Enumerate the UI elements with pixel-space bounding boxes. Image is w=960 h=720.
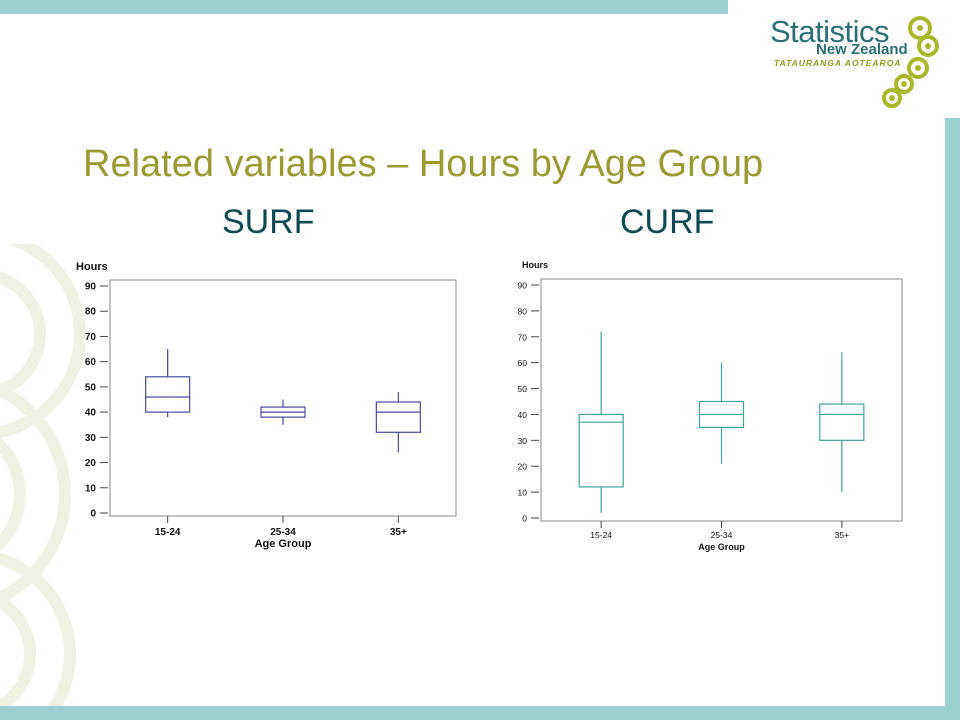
curf-heading: CURF bbox=[620, 203, 715, 241]
y-tick-label: 90 bbox=[518, 281, 528, 291]
box-iqr bbox=[819, 403, 865, 441]
x-tick-label: 35+ bbox=[835, 530, 849, 540]
surf-heading: SURF bbox=[222, 203, 315, 241]
x-tick-label: 15-24 bbox=[590, 530, 612, 540]
curf-boxplot-chart: Hours 0 10 20 30 40 50 60 70 80 90 15-24 25-34 35+ Age… bbox=[518, 260, 903, 552]
y-tick-label: 80 bbox=[518, 306, 528, 316]
logo-main-text: Statistics bbox=[770, 14, 890, 49]
slide-canvas bbox=[0, 14, 945, 706]
plot-frame bbox=[109, 279, 457, 517]
y-tick-label: 30 bbox=[518, 436, 528, 446]
logo-maori-text: TATAURANGA AOTEAROA bbox=[774, 58, 902, 68]
x-tick-label: 25-34 bbox=[711, 530, 733, 540]
logo-sub-text: New Zealand bbox=[816, 41, 908, 58]
y-tick-label: 20 bbox=[518, 462, 528, 472]
box-iqr bbox=[375, 401, 421, 433]
decorative-swirl bbox=[0, 244, 86, 706]
y-tick-label: 20 bbox=[85, 458, 97, 469]
y-tick-label: 70 bbox=[85, 332, 97, 343]
y-tick-label: 90 bbox=[85, 282, 97, 293]
y-tick-label: 60 bbox=[518, 358, 528, 368]
slide-title: Related variables – Hours by Age Group bbox=[83, 143, 764, 185]
x-axis-label: Age Group bbox=[255, 538, 312, 550]
y-tick-label: 10 bbox=[518, 488, 528, 498]
y-axis-label: Hours bbox=[76, 261, 108, 273]
y-tick-label: 80 bbox=[85, 307, 97, 318]
y-tick-label: 70 bbox=[518, 332, 528, 342]
y-tick-label: 40 bbox=[85, 408, 97, 419]
surf-boxplot-chart: Hours 0 10 20 30 40 50 60 70 80 90 15-24 25-34 35+ Age… bbox=[76, 261, 457, 550]
y-tick-label: 0 bbox=[522, 514, 527, 524]
y-tick-label: 30 bbox=[85, 433, 97, 444]
stats-nz-logo: Statistics New Zealand TATAURANGA AOTEAR… bbox=[770, 14, 950, 110]
y-tick-label: 60 bbox=[85, 357, 97, 368]
y-tick-label: 0 bbox=[90, 509, 96, 520]
x-axis-label: Age Group bbox=[698, 542, 745, 552]
logo-mark-icon bbox=[882, 16, 939, 108]
y-tick-label: 40 bbox=[518, 410, 528, 420]
y-tick-label: 50 bbox=[85, 382, 97, 393]
box-iqr bbox=[578, 413, 624, 488]
x-tick-label: 15-24 bbox=[155, 527, 181, 538]
x-tick-label: 25-34 bbox=[270, 527, 296, 538]
y-tick-label: 10 bbox=[85, 483, 97, 494]
box-iqr bbox=[145, 376, 191, 413]
x-tick-label: 35+ bbox=[390, 527, 407, 538]
y-tick-label: 50 bbox=[518, 384, 528, 394]
y-axis-label: Hours bbox=[522, 260, 548, 270]
